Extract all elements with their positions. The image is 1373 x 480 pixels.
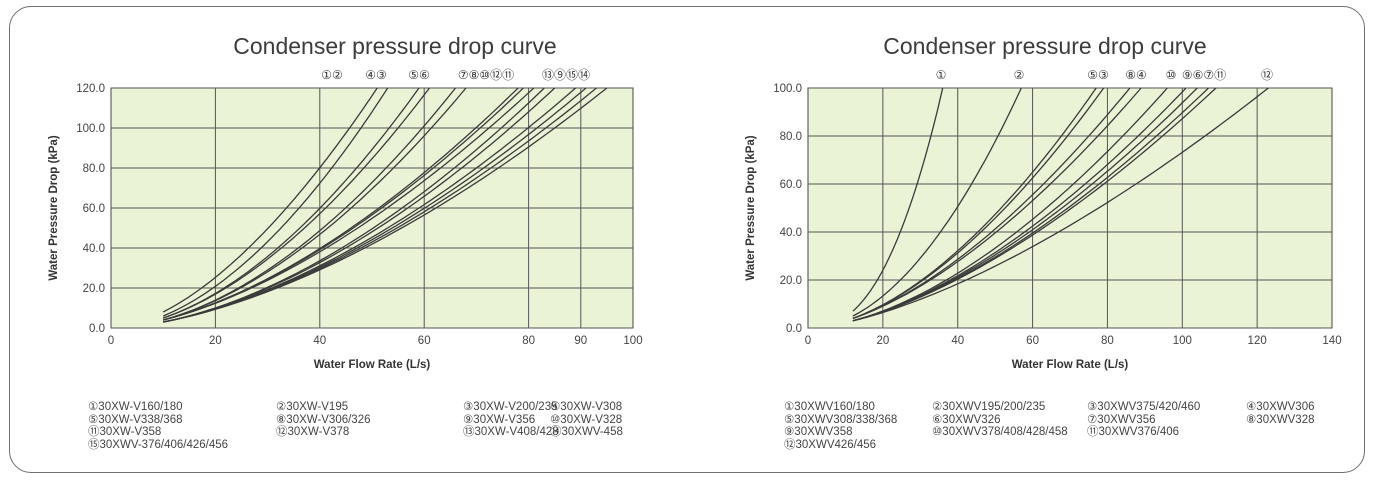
x-axis-label: Water Flow Rate (L/s) — [1012, 359, 1129, 371]
x-tick-label: 80 — [1101, 335, 1114, 347]
legend-item: ⑦30XWV356 — [1087, 414, 1155, 427]
curve-marker: ② — [1014, 68, 1025, 82]
legend-item: ⑤30XWV308/338/368 — [784, 414, 897, 427]
legend-item: ⑪30XW-V358 — [88, 426, 161, 439]
y-tick-label: 20.0 — [780, 275, 802, 287]
legend-left: ①30XW-V160/180 ②30XW-V195 ③30XW-V200/235 ④3… — [88, 401, 688, 461]
x-tick-label: 120 — [1248, 335, 1267, 347]
curve-marker: ⑨⑥⑦⑪ — [1182, 68, 1226, 82]
legend-item: ⑩30XW-V328 — [550, 414, 622, 427]
legend-item: ③30XW-V200/235 — [463, 401, 558, 414]
legend-item: ⑮30XWV-376/406/426/456 — [88, 439, 228, 452]
legend-item: ④30XW-V308 — [550, 401, 622, 414]
curve-marker: ⑫ — [1261, 68, 1273, 82]
legend-item: ②30XW-V195 — [276, 401, 348, 414]
legend-item: ⑫30XW-V378 — [276, 426, 349, 439]
curve-marker: ⑩ — [1166, 68, 1177, 82]
legend-item: ⑥30XWV326 — [932, 414, 1000, 427]
y-tick-label: 40.0 — [780, 227, 802, 239]
legend-item: ⑩30XWV378/408/428/458 — [932, 426, 1068, 439]
legend-item: ⑬30XW-V408/428 — [463, 426, 559, 439]
legend-item: ⑤30XW-V338/368 — [88, 414, 183, 427]
legend-item: ④30XWV306 — [1246, 401, 1314, 414]
x-tick-label: 20 — [876, 335, 889, 347]
y-axis-label: Water Pressure Drop (kPa) — [745, 135, 757, 280]
x-tick-label: 140 — [1322, 335, 1341, 347]
y-tick-label: 80.0 — [780, 131, 802, 143]
y-tick-label: 0.0 — [786, 323, 802, 335]
x-tick-label: 60 — [1026, 335, 1039, 347]
legend-item: ⑧30XWV328 — [1246, 414, 1314, 427]
legend-item: ⑪30XWV376/406 — [1087, 426, 1179, 439]
x-tick-label: 40 — [951, 335, 964, 347]
legend-item: ①30XWV160/180 — [784, 401, 875, 414]
legend-item: ⑨30XWV358 — [784, 426, 852, 439]
legend-item: ⑭30XWV-458 — [550, 426, 623, 439]
y-tick-label: 100.0 — [773, 83, 802, 95]
legend-item: ⑧30XW-V306/326 — [276, 414, 371, 427]
legend-item: ①30XW-V160/180 — [88, 401, 183, 414]
curve-marker: ⑧④ — [1125, 68, 1147, 82]
legend-item: ②30XWV195/200/235 — [932, 401, 1045, 414]
legend-right: ①30XWV160/180 ②30XWV195/200/235 ③30XWV375/… — [784, 401, 1364, 461]
y-tick-label: 60.0 — [780, 179, 802, 191]
x-tick-label: 100 — [1173, 335, 1192, 347]
legend-item: ③30XWV375/420/460 — [1087, 401, 1200, 414]
legend-item: ⑫30XWV426/456 — [784, 439, 876, 452]
legend-item: ⑨30XW-V356 — [463, 414, 535, 427]
chart-title: Condenser pressure drop curve — [883, 33, 1206, 59]
x-tick-label: 0 — [805, 335, 811, 347]
curve-marker: ⑤③ — [1087, 68, 1109, 82]
curve-marker: ① — [936, 68, 947, 82]
